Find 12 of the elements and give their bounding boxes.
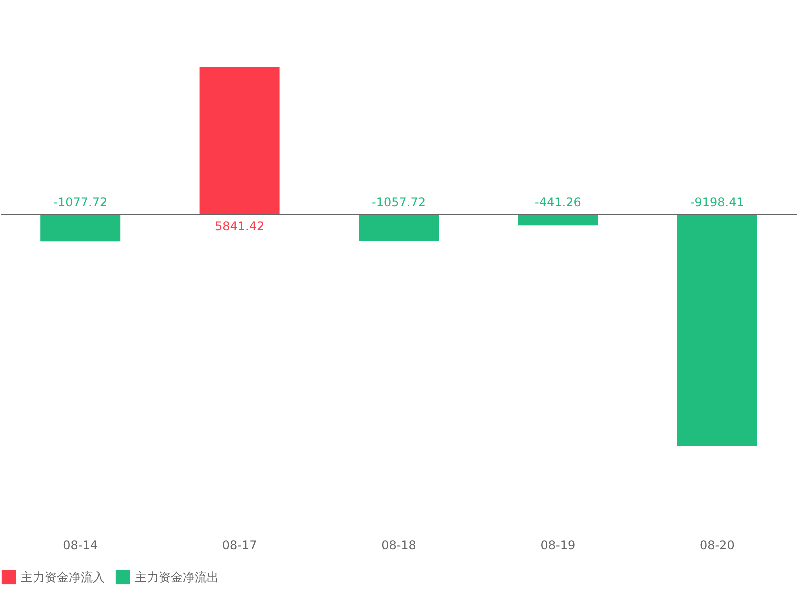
data-label: 5841.42 xyxy=(214,219,265,234)
legend-label: 主力资金净流出 xyxy=(135,570,219,584)
x-tick-label: 08-14 xyxy=(63,538,98,552)
x-tick-label: 08-18 xyxy=(382,538,416,552)
data-label: -1077.72 xyxy=(54,195,108,210)
legend-label: 主力资金净流入 xyxy=(21,570,105,584)
data-label: -1057.72 xyxy=(372,195,426,210)
x-tick-label: 08-17 xyxy=(222,538,258,552)
data-label: -9198.41 xyxy=(690,195,744,210)
x-tick-label: 08-20 xyxy=(700,538,735,552)
data-label: -441.26 xyxy=(535,195,582,210)
x-tick-label: 08-19 xyxy=(540,538,576,552)
